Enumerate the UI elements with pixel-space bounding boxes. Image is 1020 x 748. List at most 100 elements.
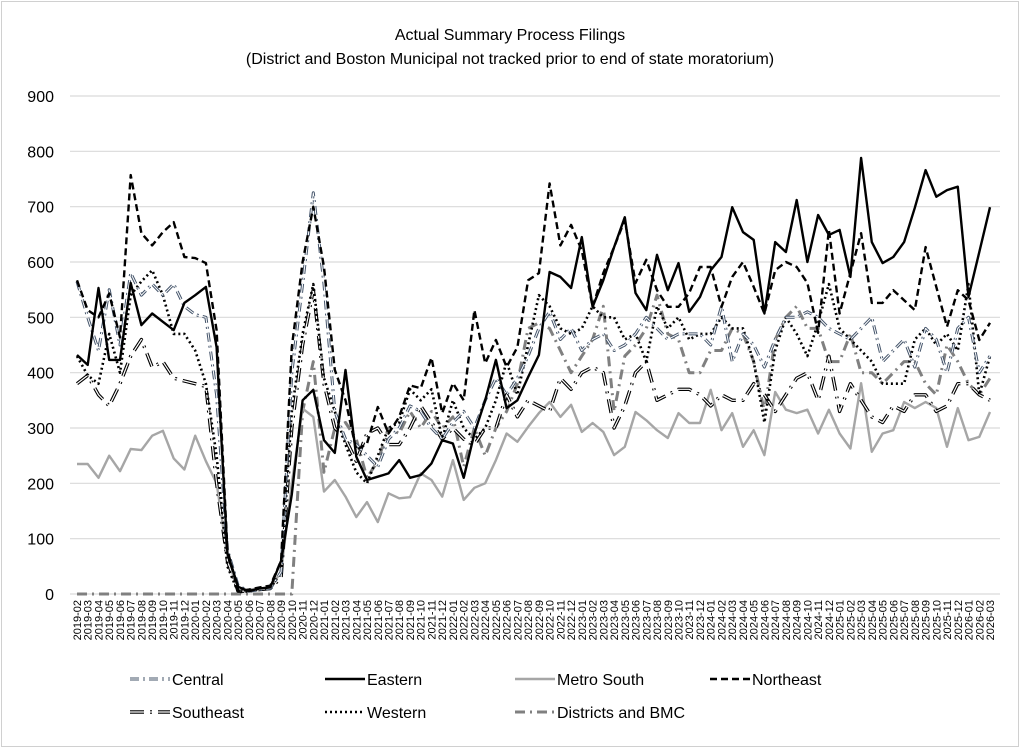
x-tick-label: 2024-08	[781, 600, 793, 640]
x-tick-label: 2019-08	[136, 600, 148, 640]
x-tick-label: 2021-04	[351, 600, 363, 640]
x-tick-label: 2023-05	[620, 600, 632, 640]
x-tick-label: 2026-03	[985, 600, 997, 640]
x-tick-label: 2020-03	[212, 600, 224, 640]
x-tick-label: 2025-08	[910, 600, 922, 640]
x-tick-label: 2022-01	[448, 600, 460, 640]
legend-label: Metro South	[557, 672, 644, 689]
gridlines	[70, 95, 1000, 595]
legend-item-central: Central	[130, 672, 224, 689]
x-tick-label: 2024-07	[770, 600, 782, 640]
x-tick-label: 2020-04	[222, 600, 234, 640]
x-tick-label: 2019-09	[147, 600, 159, 640]
x-tick-label: 2024-12	[824, 600, 836, 640]
x-tick-label: 2019-02	[72, 600, 84, 640]
series-line-metro-south	[77, 382, 992, 594]
x-tick-label: 2021-12	[437, 600, 449, 640]
y-tick-label: 900	[27, 89, 54, 106]
x-tick-label: 2025-04	[867, 600, 879, 640]
x-tick-label: 2022-09	[534, 600, 546, 640]
x-tick-label: 2020-06	[244, 600, 256, 640]
series-line-eastern	[76, 156, 992, 593]
y-tick-label: 500	[27, 310, 54, 327]
x-tick-label: 2025-06	[888, 600, 900, 640]
x-tick-label: 2020-10	[287, 600, 299, 640]
x-tick-label: 2024-04	[738, 600, 750, 640]
x-axis-ticks: 2019-022019-032019-042019-052019-062019-…	[72, 600, 997, 640]
legend-label: Eastern	[367, 672, 422, 689]
x-tick-label: 2022-06	[502, 600, 514, 640]
x-tick-label: 2025-10	[931, 600, 943, 640]
x-tick-label: 2023-01	[577, 600, 589, 640]
x-tick-label: 2021-10	[416, 600, 428, 640]
x-tick-label: 2019-06	[115, 600, 127, 640]
x-tick-label: 2020-07	[255, 600, 267, 640]
x-tick-label: 2025-01	[835, 600, 847, 640]
series-line-southeast	[76, 289, 991, 592]
legend-item-southeast: Southeast	[130, 705, 245, 722]
x-tick-label: 2019-10	[158, 600, 170, 640]
series-line-central	[76, 192, 991, 592]
x-tick-label: 2023-12	[695, 600, 707, 640]
x-tick-label: 2020-08	[265, 600, 277, 640]
legend: Central Eastern Metro South Northeast Southe…	[130, 672, 822, 722]
x-tick-label: 2021-08	[394, 600, 406, 640]
x-tick-label: 2025-12	[953, 600, 965, 640]
legend-label: Northeast	[752, 672, 822, 689]
x-tick-label: 2022-05	[491, 600, 503, 640]
chart-subtitle: (District and Boston Municipal not track…	[246, 51, 774, 68]
legend-label: Western	[367, 705, 426, 722]
series-metro-south	[77, 382, 992, 594]
x-tick-label: 2020-01	[190, 600, 202, 640]
x-tick-label: 2024-10	[802, 600, 814, 640]
x-tick-label: 2026-02	[974, 600, 986, 640]
x-tick-label: 2025-02	[845, 600, 857, 640]
x-tick-label: 2021-11	[426, 600, 438, 640]
x-tick-label: 2021-05	[362, 600, 374, 640]
y-tick-label: 100	[27, 532, 54, 549]
x-tick-label: 2024-03	[727, 600, 739, 640]
legend-label: Districts and BMC	[557, 705, 685, 722]
series-lines	[75, 156, 992, 596]
x-tick-label: 2025-11	[942, 600, 954, 640]
legend-item-metro-south: Metro South	[515, 672, 644, 689]
x-tick-label: 2020-02	[201, 600, 213, 640]
series-southeast	[75, 288, 991, 593]
x-tick-label: 2024-11	[813, 600, 825, 640]
x-tick-label: 2024-09	[792, 600, 804, 640]
x-tick-label: 2023-08	[652, 600, 664, 640]
y-tick-label: 400	[27, 366, 54, 383]
x-tick-label: 2021-02	[330, 600, 342, 640]
x-tick-label: 2025-05	[878, 600, 890, 640]
x-tick-label: 2019-12	[179, 600, 191, 640]
x-tick-label: 2019-03	[83, 600, 95, 640]
legend-item-northeast: Northeast	[710, 672, 822, 689]
x-tick-label: 2022-10	[545, 600, 557, 640]
x-tick-label: 2021-07	[383, 600, 395, 640]
y-tick-label: 200	[27, 476, 54, 493]
y-tick-label: 0	[45, 587, 54, 604]
y-tick-label: 600	[27, 255, 54, 272]
x-tick-label: 2023-09	[663, 600, 675, 640]
x-tick-label: 2020-11	[298, 600, 310, 640]
x-tick-label: 2020-09	[276, 600, 288, 640]
legend-item-districts-and-bmc: Districts and BMC	[515, 705, 685, 722]
x-tick-label: 2025-07	[899, 600, 911, 640]
x-tick-label: 2024-02	[716, 600, 728, 640]
series-central	[75, 191, 992, 593]
x-tick-label: 2023-02	[588, 600, 600, 640]
x-tick-label: 2023-11	[684, 600, 696, 640]
legend-label: Central	[172, 672, 224, 689]
x-tick-label: 2019-05	[104, 600, 116, 640]
x-tick-label: 2021-03	[341, 600, 353, 640]
x-tick-label: 2021-09	[405, 600, 417, 640]
x-tick-label: 2020-12	[308, 600, 320, 640]
y-tick-label: 700	[27, 200, 54, 217]
x-tick-label: 2022-11	[555, 600, 567, 640]
x-tick-label: 2023-04	[609, 600, 621, 640]
x-tick-label: 2025-03	[856, 600, 868, 640]
x-tick-label: 2021-06	[373, 600, 385, 640]
legend-item-western: Western	[325, 705, 426, 722]
